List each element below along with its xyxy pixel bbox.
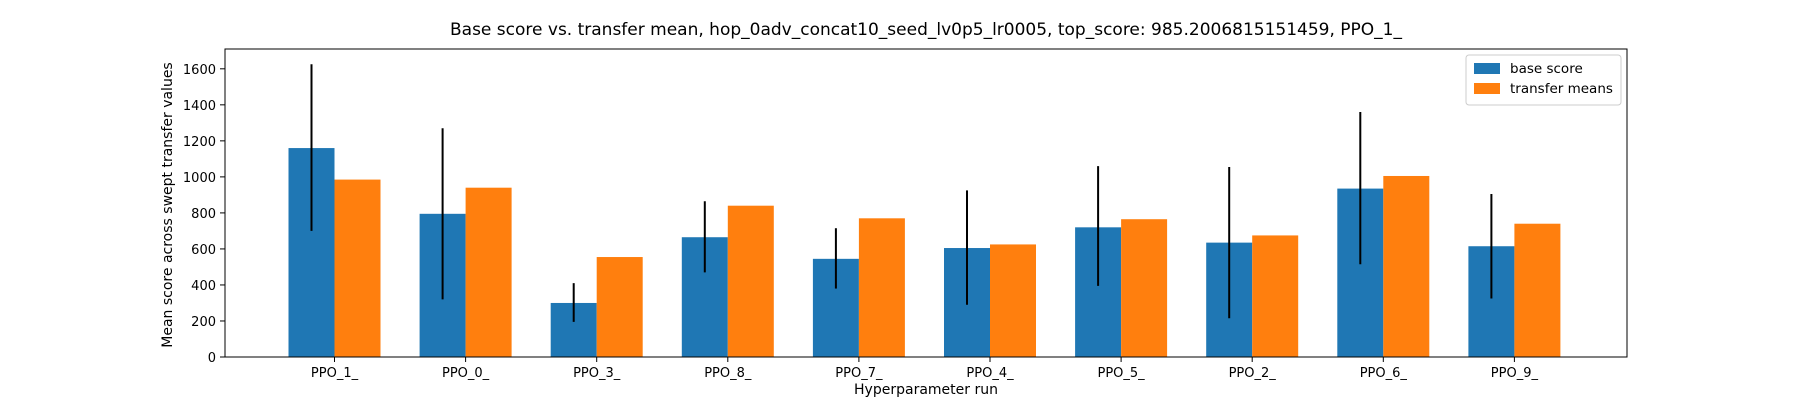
- y-tick-label: 1400: [183, 99, 216, 114]
- chart-title: Base score vs. transfer mean, hop_0adv_c…: [450, 20, 1402, 40]
- y-tick-label: 1600: [183, 63, 216, 78]
- x-tick-label: PPO_5_: [1098, 366, 1146, 381]
- plot-area: PPO_1_ PPO_0_ PPO_3_ PPO_8_ PPO_7_ PPO_4_ PPO_…: [183, 48, 1628, 381]
- x-tick-label: PPO_4_: [966, 366, 1014, 381]
- legend-swatch: [1474, 63, 1500, 74]
- x-axis-label: Hyperparameter run: [854, 382, 998, 398]
- y-tick-label: 1200: [183, 135, 216, 150]
- y-tick-label: 600: [191, 243, 216, 258]
- bar-transfer-means-ppo5: [1121, 219, 1168, 357]
- legend: base score transfer means: [1465, 54, 1622, 106]
- x-tick-label: PPO_3_: [573, 366, 621, 381]
- x-tick-label: PPO_6_: [1360, 366, 1408, 381]
- x-tick-label: PPO_1_: [311, 366, 359, 381]
- legend-swatch: [1474, 83, 1500, 94]
- y-tick-label: 0: [208, 351, 216, 366]
- bar-transfer-means-ppo6: [1383, 175, 1430, 357]
- bar-transfer-means-ppo8: [727, 205, 774, 357]
- y-tick-label: 800: [191, 207, 216, 222]
- x-tick-label: PPO_7_: [835, 366, 883, 381]
- bar-transfer-means-ppo4: [990, 244, 1036, 357]
- y-tick-label: 200: [191, 315, 216, 330]
- bar-transfer-means-ppo1: [334, 179, 381, 357]
- bar-transfer-means-ppo7: [858, 218, 905, 357]
- x-tick-label: PPO_9_: [1491, 366, 1539, 381]
- legend-label: base score: [1510, 61, 1583, 77]
- legend-label: transfer means: [1510, 81, 1613, 97]
- x-tick-label: PPO_8_: [704, 366, 752, 381]
- y-axis-label: Mean score across swept transfer values: [160, 62, 176, 347]
- legend-box: [1465, 54, 1622, 106]
- x-tick-label: PPO_0_: [442, 366, 490, 381]
- y-tick-label: 400: [191, 279, 216, 294]
- y-tick-label: 1000: [183, 171, 216, 186]
- x-tick-label: PPO_2_: [1229, 366, 1277, 381]
- bar-transfer-means-ppo2: [1252, 235, 1299, 357]
- bar-transfer-means-ppo9: [1514, 223, 1561, 357]
- bar-transfer-means-ppo3: [596, 257, 643, 357]
- bar-transfer-means-ppo0: [465, 187, 512, 357]
- axes-frame: [224, 48, 1628, 358]
